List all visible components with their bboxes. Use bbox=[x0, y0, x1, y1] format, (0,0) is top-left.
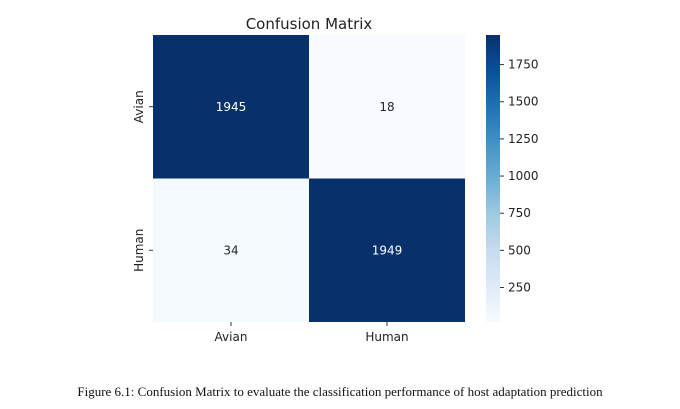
cell-value-label: 1945 bbox=[216, 100, 247, 114]
x-tick-label: Human bbox=[365, 330, 408, 344]
x-tick-label: Avian bbox=[215, 330, 248, 344]
y-axis: Avian Human bbox=[132, 90, 153, 272]
colorbar-tick-label: 750 bbox=[508, 206, 531, 220]
colorbar-tick-label: 1000 bbox=[508, 169, 539, 183]
colorbar-tick-label: 1750 bbox=[508, 58, 539, 72]
colorbar-tick-label: 500 bbox=[508, 243, 531, 257]
figure-caption: Figure 6.1: Confusion Matrix to evaluate… bbox=[77, 384, 603, 399]
colorbar-tick-label: 1500 bbox=[508, 95, 539, 109]
colorbar-tick-label: 1250 bbox=[508, 132, 539, 146]
colorbar-tick-label: 250 bbox=[508, 281, 531, 295]
heatmap-cell bbox=[153, 35, 309, 179]
y-tick-label: Avian bbox=[132, 90, 146, 123]
heatmap-cell bbox=[309, 35, 465, 179]
colorbar-ticks: 250 500 750 1000 1250 1500 1750 bbox=[500, 58, 539, 295]
confusion-matrix-chart: Confusion Matrix 1945 18 34 1949 Avian Human… bbox=[132, 15, 539, 344]
cell-value-label: 34 bbox=[223, 243, 238, 257]
cell-value-label: 1949 bbox=[372, 243, 403, 257]
heatmap-cells: 1945 18 34 1949 bbox=[153, 35, 465, 322]
chart-title: Confusion Matrix bbox=[246, 15, 373, 33]
heatmap-cell bbox=[309, 178, 465, 322]
cell-value-label: 18 bbox=[379, 100, 394, 114]
colorbar: 250 500 750 1000 1250 1500 1750 bbox=[486, 35, 539, 322]
x-axis: Avian Human bbox=[215, 322, 409, 344]
heatmap-cell bbox=[153, 178, 309, 322]
colorbar-gradient bbox=[486, 35, 500, 322]
y-tick-label: Human bbox=[132, 229, 146, 272]
